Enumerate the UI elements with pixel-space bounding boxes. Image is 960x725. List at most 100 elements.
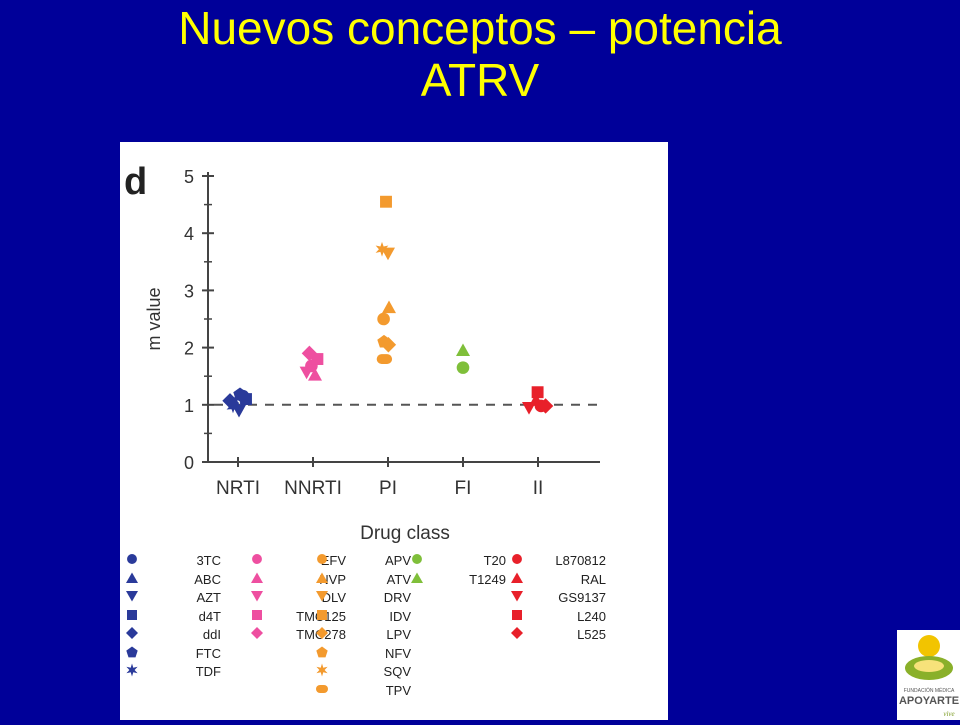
legend-label: IDV [389,608,411,624]
svg-text:FUNDACIÓN MÉDICA: FUNDACIÓN MÉDICA [904,687,955,694]
legend-symbol-star [316,663,328,677]
data-point-l525 [537,398,554,414]
legend-symbol-pill [316,684,328,693]
legend-symbol-triangle-up [411,572,423,583]
legend-item-abc: ABC [125,571,245,589]
y-tick-label-1: 1 [184,396,194,416]
legend-symbol-diamond [511,627,523,639]
data-point-tmc125 [311,353,324,365]
scatter-chart: d 0 1 2 3 4 5 m value NRTI NNRTI PI FI II Drug class [124,161,600,544]
legend-label: FTC [195,645,221,661]
legend-label: EFV [320,553,346,568]
data-point-tpv [376,354,393,364]
data-point-gs9137 [522,402,536,415]
legend-label: TDF [195,664,221,679]
legend-item-t20: T20 [410,552,530,570]
legend-item-drv: DRV [315,589,435,607]
legend-symbol-circle [317,554,327,564]
legend-item-ftc: FTC [125,645,245,663]
legend-symbol-triangle-up [316,572,328,583]
legend-label: 3TC [196,553,221,568]
x-tick-label-ii: II [533,478,544,499]
legend-item-efv: EFV [250,552,370,570]
legend-item-atv: ATV [315,571,435,589]
data-point-nvp [308,368,322,381]
legend-symbol-circle [512,554,522,564]
legend-symbol-triangle-down [251,591,263,602]
data-point-d4t [240,393,252,406]
legend-symbol-triangle-up [126,572,138,583]
legend-item-t1249: T1249 [410,571,530,589]
data-point-apv [377,312,390,326]
legend-symbol-square [252,609,262,620]
legend-label: APV [384,553,411,568]
data-point-l240 [531,386,544,399]
legend-item-sqv: SQV [315,663,435,681]
legend-item-lpv: LPV [315,626,435,644]
legend-label: T20 [483,553,506,568]
x-tick-label-pi: PI [379,478,397,499]
legend-label: LPV [386,627,411,642]
legend-label: DRV [383,590,411,605]
apoyarte-logo-graphic: FUNDACIÓN MÉDICA APOYARTE vive [899,635,959,718]
legend-item-idv: IDV [315,608,435,626]
legend-item-gs9137: GS9137 [510,589,630,607]
legend-symbol-square [317,609,327,620]
x-tick-label-fi: FI [455,478,472,499]
y-tick-label-3: 3 [184,281,194,301]
panel-letter: d [124,161,147,203]
legend-item-nfv: NFV [315,645,435,663]
legend-label: GS9137 [558,590,606,605]
chart-legend: 3TCABCAZTd4TddIFTCTDFEFVNVPDLVTMC125TMC2… [120,142,668,720]
y-tick-label-2: 2 [184,339,194,359]
legend-symbol-triangle-down [511,591,523,602]
legend-label: NFV [385,645,411,661]
legend-label: DLV [321,590,346,605]
legend-label: L240 [577,608,606,624]
y-tick-label-4: 4 [184,224,194,244]
data-point-ftc [233,387,247,401]
legend-symbol-circle [252,554,262,564]
svg-text:APOYARTE: APOYARTE [899,695,959,707]
legend-symbol-star [126,663,138,677]
legend-label: AZT [196,590,221,605]
x-tick-label-nnrti: NNRTI [284,478,342,499]
legend-symbol-triangle-down [316,591,328,602]
data-point-nfv [377,334,391,348]
data-point-sqv [375,241,389,257]
legend-symbol-square [127,609,137,620]
legend-item-dlv: DLV [250,589,370,607]
legend-item-l240: L240 [510,608,630,626]
legend-symbol-triangle-up [251,572,263,583]
legend-item-azt: AZT [125,589,245,607]
legend-symbol-diamond [251,627,263,639]
x-axis-label: Drug class [360,523,450,544]
legend-item-l525: L525 [510,626,630,644]
legend-label: ATV [386,571,411,587]
legend-symbol-diamond [126,627,138,639]
slide-title-line-1: Nuevos conceptos – potencia [178,2,782,54]
legend-symbol-pentagon [126,646,138,657]
legend-item-l870812: L870812 [510,552,630,570]
legend-label: NVP [319,571,346,587]
legend-item-nvp: NVP [250,571,370,589]
data-point-tmc278 [301,345,318,362]
slide-title-line-2: ATRV [420,54,540,106]
legend-item-ddi: ddI [125,626,245,644]
legend-symbol-triangle-up [511,572,523,583]
data-point-atv [382,300,396,314]
legend-symbol-pentagon [316,646,328,657]
legend-symbol-triangle-down [126,591,138,602]
legend-label: L870812 [555,553,606,568]
data-point-dlv [299,366,314,380]
legend-item-d4t: d4T [125,608,245,626]
legend-label: SQV [383,664,411,679]
y-axis-label: m value [144,287,164,350]
legend-label: d4T [198,608,221,624]
x-tick-label-nrti: NRTI [216,478,260,499]
legend-item-apv: APV [315,552,435,570]
data-point-idv [380,195,392,208]
data-point-t1249 [456,343,470,357]
legend-label: TPV [385,682,411,698]
legend-label: L525 [577,627,606,642]
